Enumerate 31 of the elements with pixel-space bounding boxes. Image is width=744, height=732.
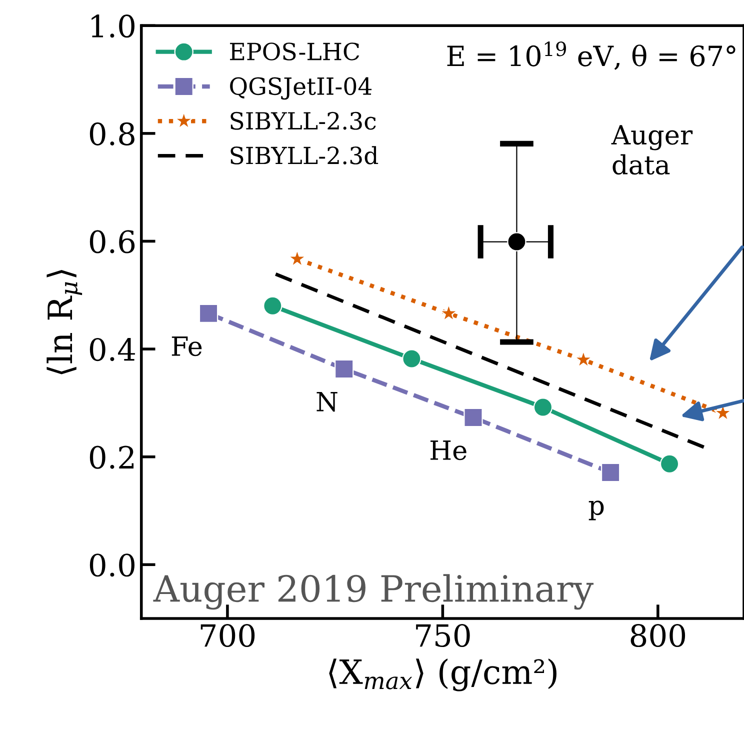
point <box>464 408 483 428</box>
x-tick-label: 750 <box>416 624 470 648</box>
legend-label: EPOS-LHC <box>230 42 360 60</box>
x-tick-label: 800 <box>630 624 686 648</box>
point <box>402 349 422 368</box>
annotation: E = 10$^{19}$ eV, θ = 67° <box>447 42 736 70</box>
point <box>507 232 526 252</box>
y-tick-label: 1.0 <box>92 14 134 38</box>
legend-label: SIBYLL-2.3c <box>230 112 376 130</box>
annotation: Auger 2019 Preliminary <box>153 574 594 610</box>
annotation: N <box>316 392 338 412</box>
y-tick-label: 0.0 <box>90 554 134 577</box>
point <box>600 462 620 482</box>
point <box>533 398 553 417</box>
point <box>334 359 354 379</box>
x-tick-label: 700 <box>200 624 255 648</box>
legend-label: SIBYLL-2.3d <box>230 146 378 164</box>
y-tick-label: 0.6 <box>90 230 135 254</box>
point <box>660 454 680 474</box>
y-axis-title: ⟨ln R$_{μ}$⟩ <box>46 270 82 374</box>
y-tick-label: 0.8 <box>90 122 134 146</box>
x-axis-title: ⟨X$_{max}$⟩ (g/cm²) <box>329 658 556 692</box>
annotation: p <box>588 500 604 520</box>
point <box>263 296 282 316</box>
annotation: He <box>430 440 466 460</box>
legend-label: QGSJetII-04 <box>230 77 372 100</box>
annotation: Fe <box>172 336 202 356</box>
y-tick-label: 0.2 <box>90 446 134 469</box>
annotation: Auger data <box>611 125 693 175</box>
point <box>198 304 218 324</box>
y-tick-label: 0.4 <box>90 338 135 362</box>
